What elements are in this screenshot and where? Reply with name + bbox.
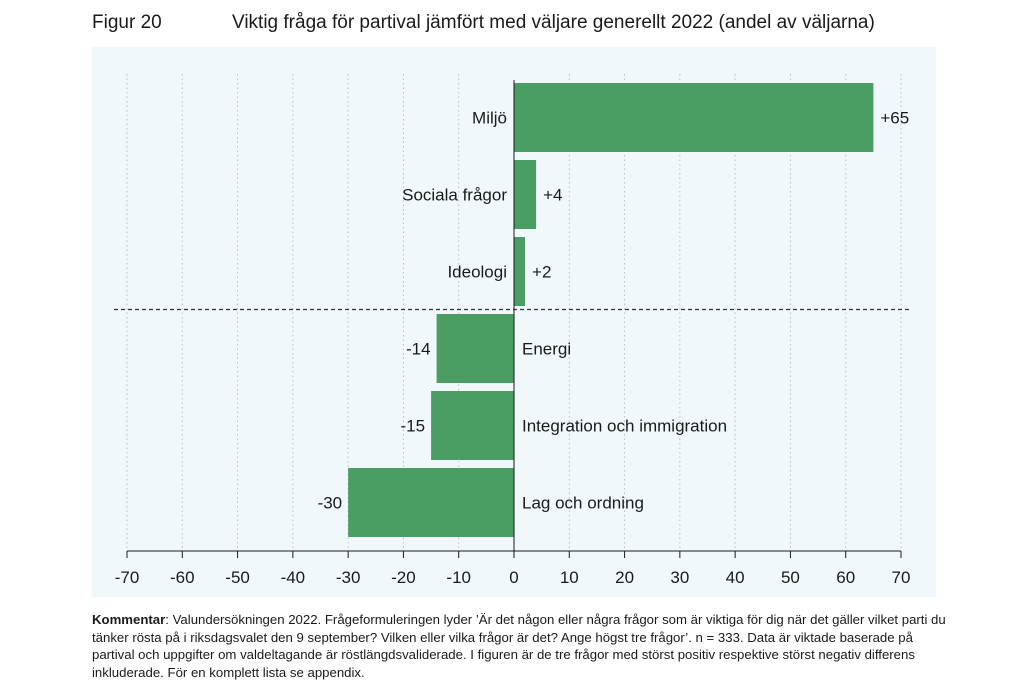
value-label: -30 <box>318 494 343 513</box>
value-label: -14 <box>406 340 431 359</box>
bar <box>436 314 514 383</box>
x-tick-label: 30 <box>670 568 689 587</box>
comment-label: Kommentar <box>92 612 166 627</box>
value-label: +4 <box>543 186 562 205</box>
figure-number: Figur 20 <box>92 12 162 33</box>
category-label: Lag och ordning <box>522 494 644 513</box>
x-tick-label: 20 <box>615 568 634 587</box>
x-tick-label: -70 <box>115 568 140 587</box>
x-tick-label: -50 <box>225 568 250 587</box>
bar <box>514 83 874 152</box>
category-label: Energi <box>522 340 571 359</box>
x-tick-label: 60 <box>836 568 855 587</box>
x-tick-label: 40 <box>726 568 745 587</box>
x-tick-label: -60 <box>170 568 195 587</box>
bar-chart: Miljö +65 Sociala frågor +4 Ideologi +2 Energi… <box>114 74 912 587</box>
value-label: -15 <box>400 417 425 436</box>
x-tick-label: -10 <box>446 568 471 587</box>
x-tick-label: -20 <box>391 568 416 587</box>
category-label: Ideologi <box>447 263 507 282</box>
x-tick-label: 70 <box>892 568 911 587</box>
category-label: Miljö <box>472 109 507 128</box>
bar <box>431 391 514 460</box>
value-label: +2 <box>532 263 551 282</box>
value-label: +65 <box>880 109 909 128</box>
bar <box>514 160 537 229</box>
x-tick-label: -30 <box>336 568 361 587</box>
figure-title: Viktig fråga för partival jämfört med vä… <box>232 12 875 33</box>
bar <box>348 468 514 537</box>
category-label: Sociala frågor <box>402 186 507 205</box>
comment-text: : Valundersökningen 2022. Frågeformuleri… <box>92 612 946 680</box>
figure-header: Figur 20 Viktig fråga för partival jämfö… <box>92 12 952 38</box>
x-tick-label: 10 <box>560 568 579 587</box>
category-label: Integration och immigration <box>522 417 727 436</box>
figure-comment: Kommentar: Valundersökningen 2022. Fråge… <box>92 611 948 681</box>
x-tick-label: -40 <box>281 568 306 587</box>
bar <box>514 237 526 306</box>
x-tick-label: 50 <box>781 568 800 587</box>
x-tick-label: 0 <box>509 568 518 587</box>
